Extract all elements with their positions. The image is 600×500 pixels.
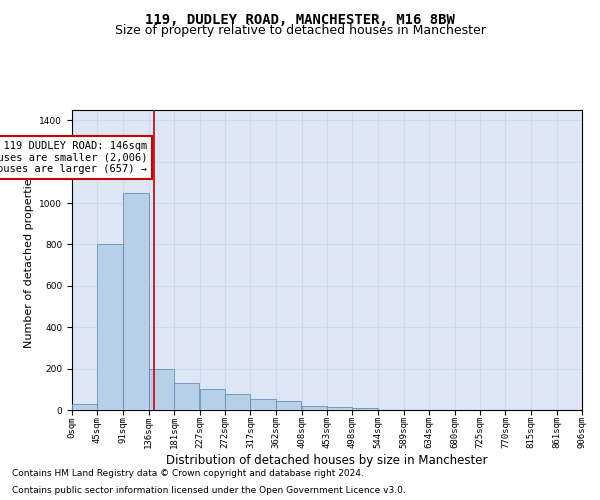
Text: 119 DUDLEY ROAD: 146sqm
  ← 75% of detached houses are smaller (2,006)
  25% of : 119 DUDLEY ROAD: 146sqm ← 75% of detache… [0,141,147,174]
Y-axis label: Number of detached properties: Number of detached properties [24,172,34,348]
Bar [200,390,225,410]
Bar [149,368,174,410]
Bar [352,408,377,410]
X-axis label: Distribution of detached houses by size in Manchester: Distribution of detached houses by size … [166,454,488,467]
Bar [327,407,352,410]
Bar [276,400,301,410]
Text: Contains public sector information licensed under the Open Government Licence v3: Contains public sector information licen… [12,486,406,495]
Bar [225,394,250,410]
Bar [302,406,327,410]
Bar [174,383,199,410]
Bar [250,398,276,410]
Text: Contains HM Land Registry data © Crown copyright and database right 2024.: Contains HM Land Registry data © Crown c… [12,468,364,477]
Bar [123,193,149,410]
Text: Size of property relative to detached houses in Manchester: Size of property relative to detached ho… [115,24,485,37]
Bar [97,244,122,410]
Bar [72,404,97,410]
Text: 119, DUDLEY ROAD, MANCHESTER, M16 8BW: 119, DUDLEY ROAD, MANCHESTER, M16 8BW [145,12,455,26]
